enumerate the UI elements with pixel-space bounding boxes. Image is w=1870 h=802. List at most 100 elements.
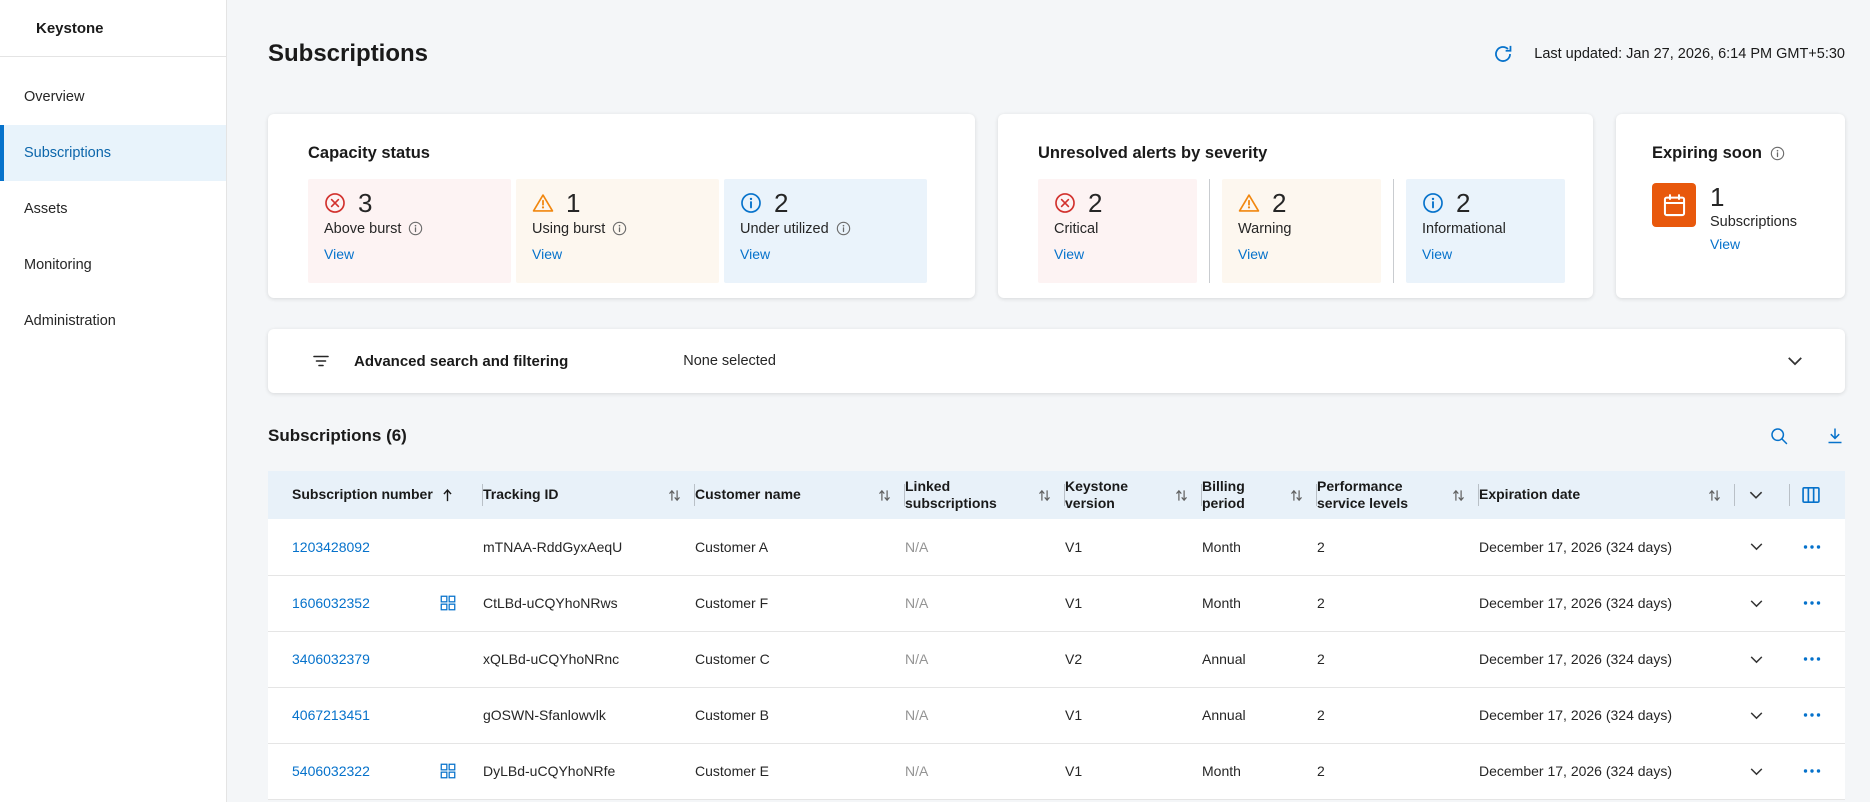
chevron-down-icon[interactable] (1747, 486, 1765, 504)
row-actions-ellipsis-icon[interactable] (1802, 761, 1822, 781)
column-header-column-settings[interactable] (1790, 471, 1845, 519)
tile-label: Above burst (324, 220, 402, 237)
filter-icon (311, 351, 331, 371)
cell-expand (1735, 743, 1790, 800)
expiring-stats: 1 Subscriptions (1710, 183, 1797, 230)
sort-icon[interactable] (1452, 488, 1465, 503)
column-label: Billing period (1202, 477, 1245, 512)
sidebar-item-overview[interactable]: Overview (24, 89, 85, 105)
sidebar-item-administration[interactable]: Administration (24, 313, 116, 329)
column-header-billing-period[interactable]: Billing period (1202, 471, 1317, 519)
row-actions-ellipsis-icon[interactable] (1802, 537, 1822, 557)
column-label: Tracking ID (483, 486, 559, 503)
search-icon[interactable] (1769, 426, 1789, 446)
info-icon[interactable] (1770, 146, 1785, 161)
column-header-expiration-date[interactable]: Expiration date (1479, 471, 1735, 519)
error-icon (324, 192, 346, 214)
info-icon[interactable] (612, 221, 627, 236)
refresh-icon[interactable] (1492, 43, 1514, 65)
column-label: Subscription number (292, 486, 433, 503)
info-icon[interactable] (408, 221, 423, 236)
view-link[interactable]: View (740, 245, 771, 262)
cell-keystone-version: V2 (1065, 631, 1202, 688)
tile-label: Warning (1238, 220, 1292, 237)
sort-icon[interactable] (668, 488, 681, 503)
table-row: 5406032322 DyLBd-uCQYhoNRfe Customer E N… (268, 743, 1845, 800)
cell-keystone-version: V1 (1065, 575, 1202, 632)
view-link[interactable]: View (1238, 245, 1269, 262)
tile-divider (1209, 179, 1210, 283)
info-circle-icon (1422, 192, 1444, 214)
view-link[interactable]: View (532, 245, 563, 262)
cell-billing-period: Month (1202, 575, 1317, 632)
view-link[interactable]: View (324, 245, 355, 262)
filter-selection-status: None selected (683, 353, 776, 369)
table-toolbar (1769, 426, 1845, 446)
subscription-number-link[interactable]: 1606032352 (292, 595, 370, 611)
row-expand-chevron-icon[interactable] (1748, 707, 1765, 724)
sidebar-item-assets[interactable]: Assets (24, 201, 68, 217)
cell-linked-subscriptions: N/A (905, 743, 1065, 800)
subscription-number-link[interactable]: 5406032322 (292, 763, 370, 779)
sort-icon[interactable] (1038, 488, 1051, 503)
sort-icon[interactable] (1175, 488, 1188, 503)
tile-count: 2 (1456, 188, 1471, 218)
cell-performance-service-levels: 2 (1317, 575, 1479, 632)
view-link[interactable]: View (1422, 245, 1453, 262)
column-header-performance-service-levels[interactable]: Performance service levels (1317, 471, 1479, 519)
column-header-customer-name[interactable]: Customer name (695, 471, 905, 519)
sort-icon[interactable] (1290, 488, 1303, 503)
column-settings-icon[interactable] (1800, 484, 1822, 506)
subscription-number-link[interactable]: 4067213451 (292, 707, 370, 723)
sort-ascending-icon[interactable] (441, 488, 454, 503)
alerts-card-title: Unresolved alerts by severity (1038, 144, 1268, 162)
cell-expiration-date: December 17, 2026 (324 days) (1479, 631, 1735, 688)
sort-icon[interactable] (878, 488, 891, 503)
subscription-number-link[interactable]: 3406032379 (292, 651, 370, 667)
app-logo: Keystone (0, 0, 226, 57)
alerts-card: Unresolved alerts by severity 2 Critical… (998, 114, 1593, 298)
page-header: Subscriptions Last updated: Jan 27, 2026… (268, 0, 1845, 68)
cell-expand (1735, 519, 1790, 576)
tile-count: 2 (774, 188, 789, 218)
tile-count: 2 (1272, 188, 1287, 218)
subscription-number-link[interactable]: 1203428092 (292, 538, 370, 555)
tile-count: 3 (358, 188, 373, 218)
capacity-tile-using-burst: 1 Using burst View (516, 179, 719, 283)
tile-divider (1393, 179, 1394, 283)
view-link[interactable]: View (1054, 245, 1085, 262)
column-header-subscription-number[interactable]: Subscription number (268, 471, 483, 519)
row-expand-chevron-icon[interactable] (1748, 651, 1765, 668)
row-expand-chevron-icon[interactable] (1748, 538, 1765, 555)
row-actions-ellipsis-icon[interactable] (1802, 705, 1822, 725)
column-header-keystone-version[interactable]: Keystone version (1065, 471, 1202, 519)
cell-customer-name: Customer E (695, 743, 905, 800)
column-header-linked-subscriptions[interactable]: Linked subscriptions (905, 471, 1065, 519)
sidebar-item-monitoring[interactable]: Monitoring (24, 257, 92, 273)
column-header-tracking-id[interactable]: Tracking ID (483, 471, 695, 519)
cell-actions (1790, 519, 1845, 576)
advanced-search-bar[interactable]: Advanced search and filtering None selec… (268, 329, 1845, 393)
chevron-down-icon[interactable] (1785, 351, 1805, 371)
row-actions-ellipsis-icon[interactable] (1802, 593, 1822, 613)
sidebar-item-subscriptions[interactable]: Subscriptions (0, 125, 226, 181)
table-row: 3406032379 xQLBd-uCQYhoNRnc Customer C N… (268, 631, 1845, 688)
column-header-expand-all[interactable] (1735, 471, 1790, 519)
row-expand-chevron-icon[interactable] (1748, 595, 1765, 612)
capacity-tile-above-burst: 3 Above burst View (308, 179, 511, 283)
info-icon[interactable] (836, 221, 851, 236)
cell-keystone-version: V1 (1065, 687, 1202, 744)
info-circle-icon (740, 192, 762, 214)
error-icon (1054, 192, 1076, 214)
row-actions-ellipsis-icon[interactable] (1802, 649, 1822, 669)
table-title: Subscriptions (6) (268, 426, 407, 445)
sort-icon[interactable] (1708, 488, 1721, 503)
capacity-card-title: Capacity status (308, 144, 430, 162)
row-expand-chevron-icon[interactable] (1748, 763, 1765, 780)
view-link[interactable]: View (1710, 235, 1741, 252)
download-icon[interactable] (1825, 426, 1845, 446)
tile-label: Informational (1422, 220, 1506, 237)
cell-expiration-date: December 17, 2026 (324 days) (1479, 519, 1735, 576)
cell-billing-period: Annual (1202, 631, 1317, 688)
cell-linked-subscriptions: N/A (905, 519, 1065, 576)
